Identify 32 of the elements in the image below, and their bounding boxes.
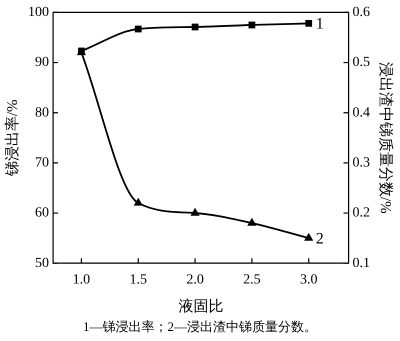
point	[248, 218, 256, 226]
y2-tick-label: 0.3	[352, 156, 370, 171]
y-tick-label: 90	[35, 55, 49, 70]
point	[248, 22, 256, 28]
y2-tick-label: 0.1	[352, 256, 370, 271]
point	[191, 208, 199, 216]
point	[192, 24, 198, 30]
text: 1—锑浸出率；2—浸出渣中锑质量分数。	[82, 318, 318, 336]
point	[78, 48, 85, 54]
y-tick-label: 70	[35, 156, 49, 171]
y2-tick-label: 0.4	[352, 105, 370, 120]
series-label: 1	[316, 16, 324, 33]
y2-tick-label: 0.5	[352, 55, 370, 70]
y-tick-label: 80	[35, 105, 49, 120]
x-tick-label: 3.0	[300, 272, 318, 288]
point	[134, 198, 142, 206]
y2-axis-title: 浸出渣中锑质量分数/%	[377, 62, 394, 214]
point	[305, 20, 312, 27]
y2-tick-label: 0.6	[352, 5, 370, 20]
x-axis-title: 液固比	[178, 298, 224, 315]
x-tick-label: 1.5	[129, 272, 147, 288]
point	[134, 26, 142, 32]
y-tick-label: 50	[35, 256, 49, 271]
series-label: 2	[316, 230, 324, 248]
y-tick-label: 100	[28, 5, 49, 20]
y-axis-title: 锑浸出率/%	[4, 99, 21, 178]
x-tick-label: 2.5	[243, 272, 261, 288]
y2-tick-label: 0.2	[352, 206, 370, 221]
point	[304, 234, 313, 241]
x-tick-label: 1.0	[72, 272, 90, 288]
y-tick-label: 60	[35, 206, 49, 221]
x-tick-label: 2.0	[186, 272, 204, 288]
